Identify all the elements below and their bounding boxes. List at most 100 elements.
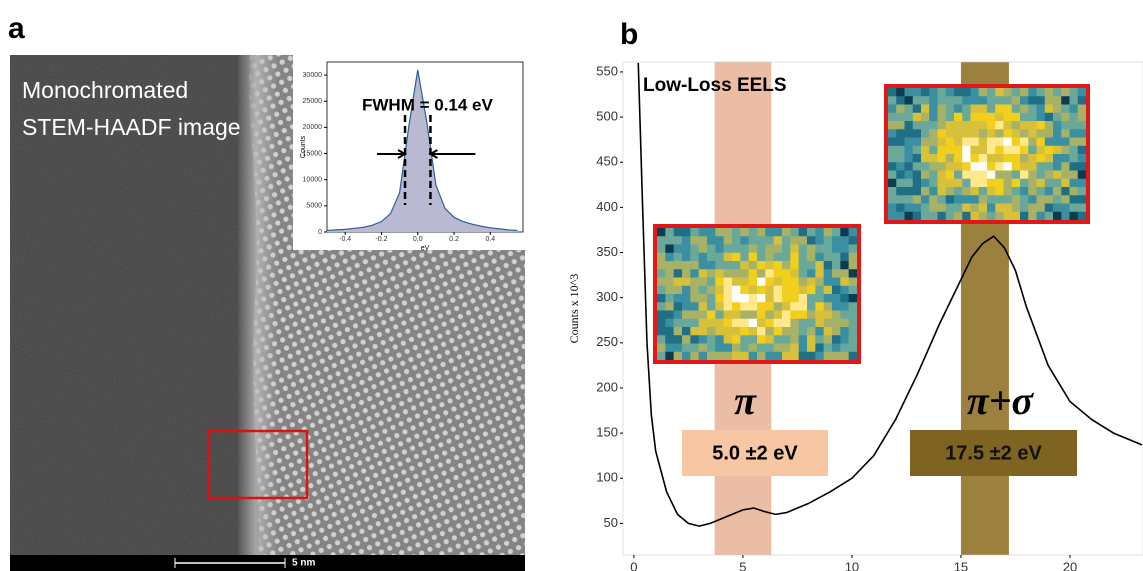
heatmap-cell <box>1020 129 1029 138</box>
heatmap-cell <box>782 277 791 287</box>
heatmap-cell <box>978 154 988 163</box>
heatmap-cell <box>682 285 691 295</box>
heatmap-cell <box>1028 129 1037 138</box>
heatmap-cell <box>1011 88 1021 97</box>
heatmap-cell <box>896 88 905 97</box>
heatmap-cell <box>995 129 1004 138</box>
heatmap-cell <box>690 269 699 278</box>
heatmap-cell <box>748 351 758 361</box>
heatmap-cell <box>682 269 691 278</box>
heatmap-cell <box>773 236 783 245</box>
heatmap-cell <box>815 269 824 278</box>
annotation: Low-Loss EELS <box>643 75 787 96</box>
heatmap-cell <box>740 310 749 320</box>
heatmap-cell <box>954 170 963 180</box>
heatmap-cell <box>715 294 724 303</box>
heatmap-cell <box>929 162 938 171</box>
heatmap-cell <box>715 327 724 336</box>
y-tick-label: 150 <box>596 425 618 440</box>
heatmap-cell <box>732 327 741 336</box>
heatmap-cell <box>1053 187 1062 196</box>
arrow <box>377 149 408 159</box>
heatmap-cell <box>1069 96 1079 105</box>
heatmap-cell <box>1069 145 1079 155</box>
heatmap-cell <box>912 195 922 204</box>
heatmap-cell <box>962 104 971 114</box>
x-tick-label: 0.4 <box>485 236 495 243</box>
heatmap-cell <box>954 195 963 204</box>
heatmap-cell <box>690 277 699 287</box>
heatmap-cell <box>945 195 955 204</box>
heatmap-cell <box>765 261 774 270</box>
heatmap-cell <box>995 112 1004 122</box>
heatmap-cell <box>1044 170 1054 180</box>
heatmap-cell <box>723 269 733 278</box>
heatmap-cell <box>840 285 849 295</box>
heatmap-cell <box>832 294 841 303</box>
heatmap-cell <box>1020 211 1029 221</box>
heatmap-cell <box>815 302 824 311</box>
heatmap-cell <box>904 170 914 180</box>
heatmap-cell <box>848 302 858 311</box>
heatmap-cell <box>1044 154 1054 163</box>
heatmap-cell <box>995 178 1004 188</box>
heatmap-cell <box>1077 203 1087 213</box>
heatmap-cell <box>1028 121 1037 130</box>
heatmap-cell <box>798 318 808 328</box>
heatmap-cell <box>690 252 699 262</box>
heatmap-cell <box>665 302 674 311</box>
heatmap-cell <box>954 162 963 171</box>
heatmap-cell <box>707 244 716 254</box>
heatmap-cell <box>723 343 733 353</box>
x-tick-label: -0.4 <box>339 236 351 243</box>
heatmap-cell <box>673 285 683 295</box>
heatmap-cell <box>823 285 833 295</box>
heatmap-cell <box>1003 137 1013 147</box>
heatmap-cell <box>954 154 963 163</box>
heatmap-cell <box>978 203 988 213</box>
heatmap-cell <box>773 269 783 278</box>
heatmap-cell <box>790 318 799 328</box>
heatmap-cell <box>962 195 971 204</box>
heatmap-cell <box>790 244 799 254</box>
heatmap-cell <box>732 310 741 320</box>
heatmap-cell <box>798 261 808 270</box>
heatmap-cell <box>1028 187 1037 196</box>
heatmap-cell <box>832 335 841 344</box>
heatmap-cell <box>912 162 922 171</box>
heatmap-cell <box>987 211 996 221</box>
heatmap-cell <box>807 236 816 245</box>
heatmap-cell <box>1036 96 1046 105</box>
heatmap-cell <box>682 310 691 320</box>
heatmap-cell <box>1077 88 1087 97</box>
heatmap-cell <box>921 112 930 122</box>
heatmap-cell <box>832 228 841 237</box>
heatmap-cell <box>896 145 905 155</box>
heatmap-cell <box>690 236 699 245</box>
heatmap-cell <box>1036 154 1046 163</box>
heatmap-cell <box>929 154 938 163</box>
heatmap-cell <box>1061 96 1070 105</box>
heatmap-cell <box>921 211 930 221</box>
heatmap-cell <box>673 302 683 311</box>
band-label: 5.0 ±2 eV <box>712 442 798 464</box>
heatmap-cell <box>682 351 691 361</box>
heatmap-cell <box>995 137 1004 147</box>
heatmap-cell <box>715 335 724 344</box>
heatmap-cell <box>798 335 808 344</box>
heatmap-cell <box>715 261 724 270</box>
heatmap-cell <box>912 129 922 138</box>
heatmap-cell <box>823 310 833 320</box>
heatmap-cell <box>888 195 897 204</box>
heatmap-cell <box>748 343 758 353</box>
heatmap-cell <box>921 203 930 213</box>
heatmap-cell <box>657 351 666 361</box>
heatmap-cell <box>673 228 683 237</box>
heatmap-cell <box>665 236 674 245</box>
heatmap-cell <box>707 318 716 328</box>
heatmap-cell <box>832 285 841 295</box>
heatmap-cell <box>970 187 980 196</box>
heatmap-cell <box>748 261 758 270</box>
heatmap-cell <box>1061 129 1070 138</box>
heatmap-cell <box>715 269 724 278</box>
